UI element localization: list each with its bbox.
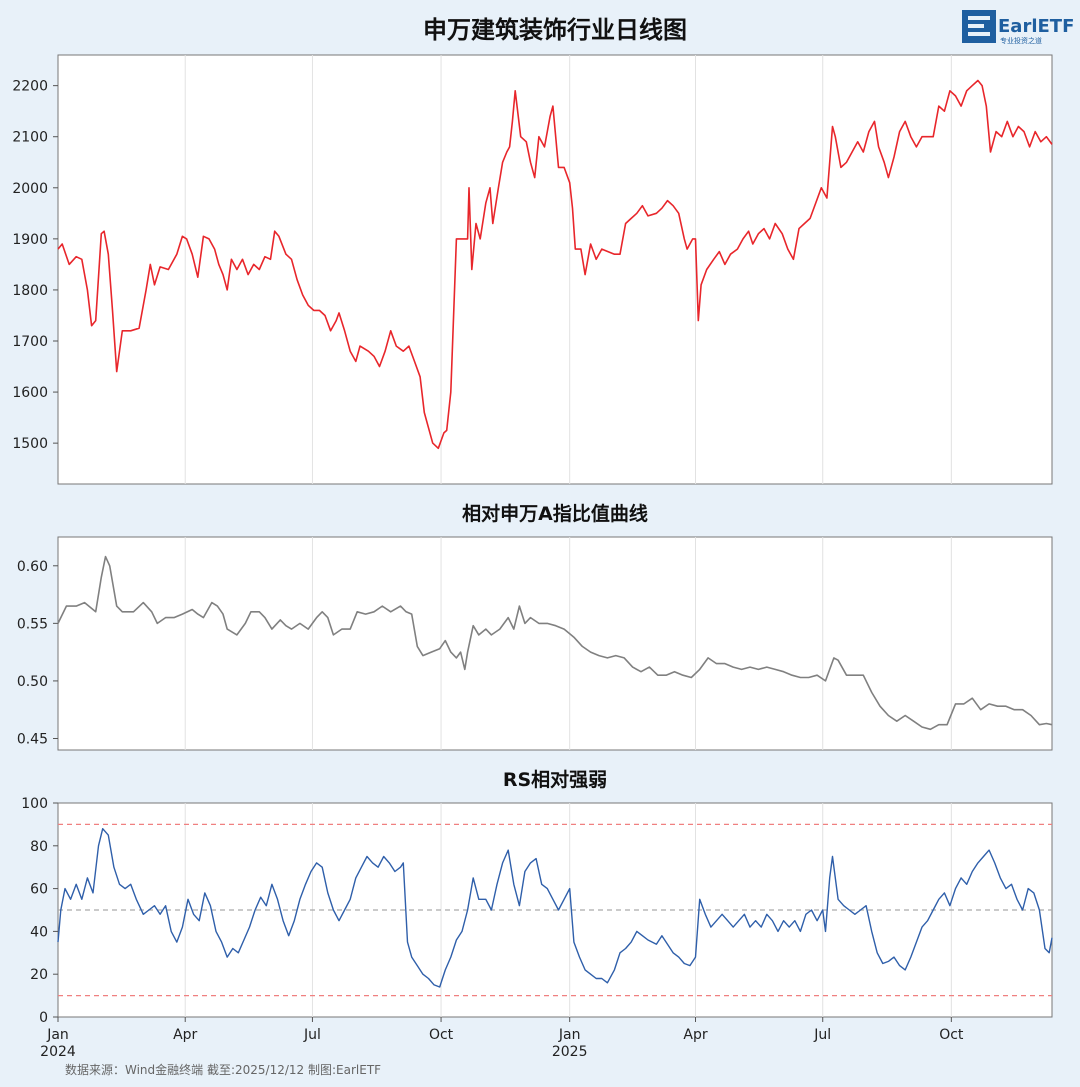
price-gridlines xyxy=(184,55,952,484)
y-tick-label: 0.55 xyxy=(17,616,48,632)
y-tick-label: 0 xyxy=(39,1010,48,1026)
main-title: 申万建筑装饰行业日线图 xyxy=(423,16,687,44)
rs-panel-title: RS相对强弱 xyxy=(503,768,607,791)
logo-text: EarlETF xyxy=(998,16,1074,37)
x-tick-label: Apr xyxy=(683,1027,707,1043)
rs-reference-lines xyxy=(58,823,1052,997)
logo: EarlETF 专业投资之道 xyxy=(962,10,1074,45)
x-tick-label: Jul xyxy=(813,1027,831,1043)
y-tick-label: 1800 xyxy=(12,283,48,299)
y-tick-label: 0.45 xyxy=(17,731,48,747)
price-line xyxy=(57,79,1053,450)
y-tick-label: 1600 xyxy=(12,385,48,401)
y-tick-label: 40 xyxy=(30,924,48,940)
x-tick-label: Oct xyxy=(939,1027,964,1043)
y-tick-label: 1500 xyxy=(12,436,48,452)
ratio-plot-area xyxy=(57,536,1053,751)
x-tick-label: Apr xyxy=(173,1027,197,1043)
y-tick-label: 2200 xyxy=(12,79,48,95)
y-tick-label: 2100 xyxy=(12,130,48,146)
ratio-line xyxy=(57,555,1053,731)
y-tick-label: 20 xyxy=(30,967,48,983)
source-note: 数据来源：Wind金融终端 截至:2025/12/12 制图:EarlETF xyxy=(65,1062,381,1077)
rs-panel: 0 20 40 60 80 100 xyxy=(21,796,1053,1026)
y-tick-label: 2000 xyxy=(12,181,48,197)
price-y-axis: 1500 1600 1700 1800 1900 2000 2100 2200 xyxy=(12,79,58,452)
rs-y-axis: 0 20 40 60 80 100 xyxy=(21,796,58,1026)
price-plot-area xyxy=(57,54,1053,485)
logo-mark-bar-2 xyxy=(968,24,984,28)
ratio-y-axis: 0.45 0.50 0.55 0.60 xyxy=(17,559,58,747)
y-tick-label: 60 xyxy=(30,882,48,898)
logo-mark-bar-1 xyxy=(968,16,990,20)
y-tick-label: 0.60 xyxy=(17,559,48,575)
y-tick-label: 0.50 xyxy=(17,674,48,690)
y-tick-label: 100 xyxy=(21,796,48,812)
logo-subtitle: 专业投资之道 xyxy=(1000,36,1042,45)
logo-mark-bar-3 xyxy=(968,32,990,36)
ratio-panel-title: 相对申万A指比值曲线 xyxy=(462,502,648,525)
ratio-panel: 0.45 0.50 0.55 0.60 xyxy=(17,536,1053,751)
x-tick-year-label: 2025 xyxy=(552,1044,588,1060)
rs-line xyxy=(57,828,1053,988)
x-tick-label: Jan xyxy=(46,1027,69,1043)
y-tick-label: 1900 xyxy=(12,232,48,248)
x-tick-label: Jan xyxy=(558,1027,581,1043)
price-panel: 1500 1600 1700 1800 1900 2000 2100 2200 xyxy=(12,54,1053,485)
x-tick-label: Oct xyxy=(429,1027,454,1043)
x-tick-year-label: 2024 xyxy=(40,1044,76,1060)
y-tick-label: 1700 xyxy=(12,334,48,350)
y-tick-label: 80 xyxy=(30,839,48,855)
x-tick-label: Jul xyxy=(303,1027,321,1043)
